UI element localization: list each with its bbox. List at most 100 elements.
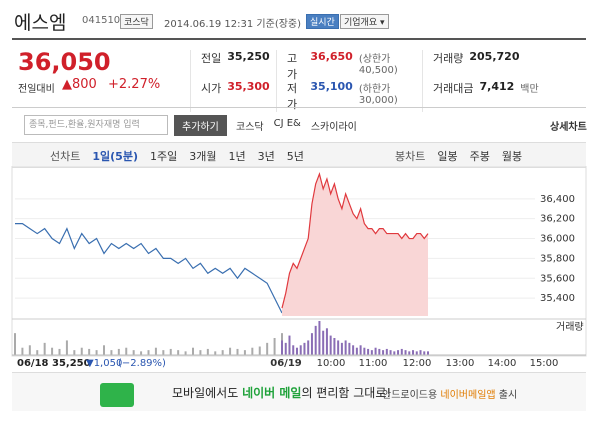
volume-bar bbox=[117, 348, 120, 355]
text: 의 편리함 그대로! bbox=[301, 386, 392, 400]
compare-checkbox[interactable]: 코스닥 bbox=[236, 122, 264, 133]
stat: 거래량 205,720 bbox=[422, 50, 568, 82]
price-line bbox=[15, 223, 283, 314]
x-tick-label: 10:00 bbox=[317, 358, 346, 369]
timestamp: 2014.06.19 12:31 기준(장중) bbox=[164, 19, 302, 30]
x-tick-label: 12:00 bbox=[403, 358, 432, 369]
volume-bar bbox=[58, 348, 61, 355]
volume-bar bbox=[206, 348, 209, 355]
volume-bar bbox=[132, 350, 135, 355]
search-input[interactable]: 종목,펀드,환율,원자재명 입력 bbox=[24, 115, 168, 135]
stock-name: 에스엠 bbox=[14, 12, 67, 34]
volume-bar bbox=[110, 350, 113, 355]
volume-bar bbox=[162, 350, 165, 355]
banner-text[interactable]: 모바일에서도 네이버 메일의 편리함 그대로! bbox=[172, 384, 391, 401]
change-label: 전일대비 bbox=[18, 84, 55, 95]
stat-value: 205,720 bbox=[469, 50, 520, 63]
stat: 고가 36,650 (상한가 40,500) bbox=[276, 50, 422, 82]
volume-bar bbox=[125, 347, 128, 355]
volume-bar bbox=[374, 347, 377, 355]
volume-bar bbox=[310, 333, 313, 355]
volume-bar bbox=[348, 342, 351, 355]
compare-checkbox[interactable]: 스카이라이 bbox=[310, 122, 357, 133]
volume-bar bbox=[192, 347, 194, 355]
company-info-button[interactable]: 기업개요 ▾ bbox=[340, 14, 389, 29]
highlight: 네이버 메일 bbox=[242, 386, 302, 400]
volume-bar bbox=[382, 350, 385, 355]
period-tab[interactable]: 1일(5분) bbox=[92, 150, 138, 163]
volume-bar bbox=[273, 338, 276, 355]
volume-bar bbox=[154, 347, 157, 355]
volume-bar bbox=[427, 351, 429, 355]
prev-summary: ▼1,050 bbox=[86, 358, 122, 369]
volume-bar bbox=[51, 347, 54, 355]
volume-bar bbox=[337, 340, 340, 355]
volume-bar bbox=[103, 345, 105, 355]
volume-bar bbox=[400, 348, 403, 355]
prev-summary: 06/18 bbox=[17, 358, 49, 369]
candle-tab[interactable]: 주봉 bbox=[469, 150, 490, 163]
mail-icon bbox=[100, 383, 134, 407]
volume-bar bbox=[415, 351, 418, 355]
volume-bar bbox=[21, 347, 24, 355]
x-tick-label: 14:00 bbox=[488, 358, 517, 369]
area bbox=[282, 173, 428, 316]
compare-checkbox[interactable]: CJ E& bbox=[273, 118, 301, 129]
volume-bar bbox=[266, 342, 269, 355]
volume-bar bbox=[359, 345, 362, 355]
volume-bar bbox=[95, 350, 98, 355]
banner-side[interactable]: 안드로이드용 네이버메일앱 출시 bbox=[382, 386, 517, 401]
tab-bar bbox=[12, 142, 586, 168]
detail-chart-link[interactable]: 상세차트 bbox=[550, 122, 587, 133]
period-tab[interactable]: 1주일 bbox=[149, 150, 178, 163]
volume-bar bbox=[378, 348, 381, 355]
banner: 모바일에서도 네이버 메일의 편리함 그대로! 안드로이드용 네이버메일앱 출시 bbox=[12, 372, 586, 411]
stats-row: 시가 35,300 저가 35,100 (하한가 30,000) 거래대금 7,412 백만 bbox=[190, 80, 568, 112]
volume-bar bbox=[73, 350, 76, 355]
volume-bar bbox=[295, 347, 298, 355]
volume-bar bbox=[393, 351, 396, 355]
volume-bar bbox=[412, 350, 415, 355]
volume-bar bbox=[236, 348, 239, 355]
volume-bar bbox=[352, 345, 355, 355]
x-tick-label: 06/19 bbox=[270, 358, 302, 369]
stat-value: 36,650 bbox=[310, 50, 353, 63]
stats-row: 전일 35,250 고가 36,650 (상한가 40,500) 거래량 205,720 bbox=[190, 50, 568, 82]
stat-label: 거래량 bbox=[433, 52, 464, 65]
stock-code: 041510 bbox=[82, 15, 121, 26]
period-tab[interactable]: 5년 bbox=[286, 150, 304, 163]
volume-bar bbox=[184, 351, 187, 355]
volume-bar bbox=[169, 348, 172, 355]
volume-bar bbox=[318, 321, 321, 355]
volume-bar bbox=[36, 350, 39, 355]
stat-label: 시가 bbox=[201, 82, 222, 95]
realtime-button[interactable]: 실시간 bbox=[306, 14, 339, 29]
change-pct: +2.27% bbox=[108, 77, 161, 92]
volume-bar bbox=[88, 348, 91, 355]
highlight: 네이버메일앱 bbox=[440, 390, 496, 401]
x-tick-label: 15:00 bbox=[530, 358, 559, 369]
volume-bar bbox=[303, 342, 306, 355]
candle-tabs: 봉차트 일봉 주봉 월봉 bbox=[395, 148, 534, 164]
candle-tab[interactable]: 일봉 bbox=[437, 150, 458, 163]
x-tick-label: 11:00 bbox=[359, 358, 388, 369]
volume-bar bbox=[229, 347, 232, 355]
stat-label: 전일 bbox=[201, 52, 222, 65]
volume-bar bbox=[80, 347, 83, 355]
candle-tab[interactable]: 월봉 bbox=[501, 150, 523, 163]
y-tick-label: 35,800 bbox=[540, 253, 575, 264]
stat-value: 35,300 bbox=[227, 80, 270, 93]
volume-bar bbox=[243, 350, 246, 355]
volume-bar bbox=[251, 347, 254, 355]
stat-note: 백만 bbox=[520, 84, 539, 95]
period-tab[interactable]: 3개월 bbox=[189, 150, 217, 163]
stat: 전일 35,250 bbox=[190, 50, 276, 82]
period-tab[interactable]: 3년 bbox=[257, 150, 275, 163]
volume-bar bbox=[408, 351, 411, 355]
current-price: 36,050 bbox=[18, 48, 111, 76]
volume-bar bbox=[329, 335, 332, 355]
x-tick-label: 13:00 bbox=[446, 358, 475, 369]
add-button[interactable]: 추가하기 bbox=[174, 115, 227, 136]
period-tab[interactable]: 1년 bbox=[228, 150, 246, 163]
